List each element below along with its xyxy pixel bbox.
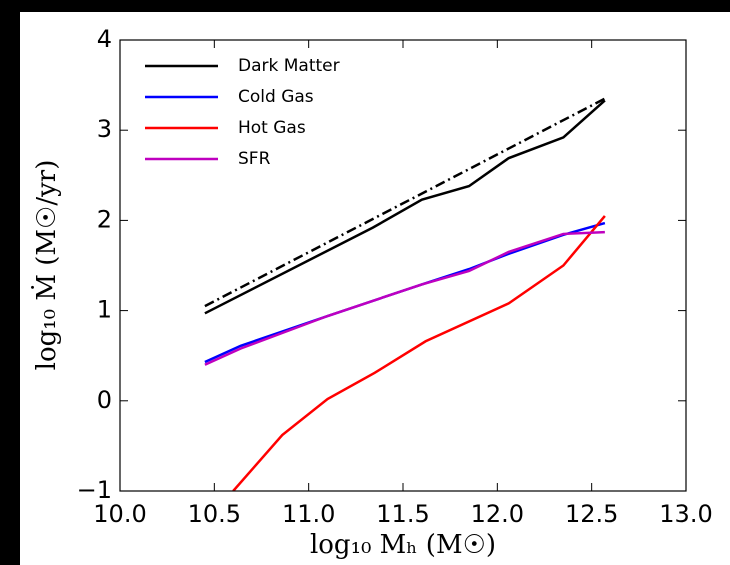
series-line xyxy=(204,230,605,366)
x-tick-label: 11.5 xyxy=(376,500,429,528)
legend-label: SFR xyxy=(238,149,271,169)
legend-label: Hot Gas xyxy=(238,118,306,138)
x-tick-label: 12.0 xyxy=(471,500,524,528)
y-tick-label: 0 xyxy=(97,386,112,414)
x-tick-label: 12.5 xyxy=(565,500,618,528)
legend-label: Dark Matter xyxy=(238,56,340,76)
axes-frame xyxy=(119,39,687,492)
x-axis-label: log₁₀ Mₕ (M☉) xyxy=(310,530,496,560)
series-line xyxy=(204,97,606,308)
y-tick-label: 1 xyxy=(97,296,112,324)
y-tick-label: 2 xyxy=(97,205,112,233)
x-tick-label: 13.0 xyxy=(659,500,712,528)
series-line xyxy=(204,99,606,315)
y-tick-label: −1 xyxy=(77,476,112,504)
y-tick-label: 3 xyxy=(97,115,112,143)
y-tick-label: 4 xyxy=(97,25,112,53)
x-tick-label: 10.5 xyxy=(188,500,241,528)
x-tick-label: 11.0 xyxy=(282,500,335,528)
y-axis-label: log₁₀ Ṁ (M☉/yr) xyxy=(31,160,62,371)
legend-label: Cold Gas xyxy=(238,87,314,107)
series-line xyxy=(232,215,606,491)
x-tick-label: 10.0 xyxy=(93,500,146,528)
figure-background xyxy=(20,12,730,565)
